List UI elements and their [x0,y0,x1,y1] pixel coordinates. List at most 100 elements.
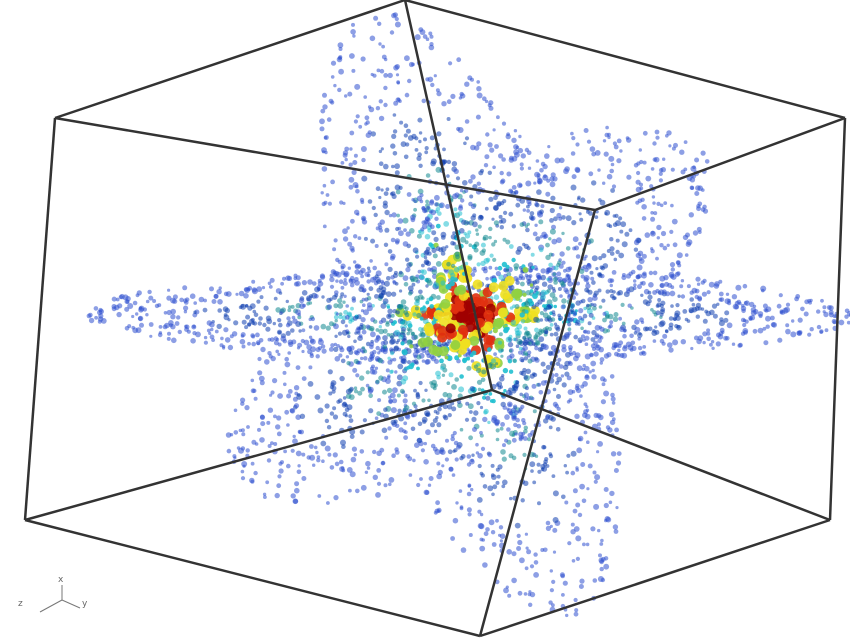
voxel [358,324,364,330]
voxel [498,533,502,537]
voxel [373,15,379,21]
voxel [450,536,455,541]
voxel [295,450,302,457]
voxel [465,401,470,406]
voxel [588,171,594,177]
voxel [517,539,523,546]
voxel [701,188,705,192]
voxel [495,437,500,442]
voxel [612,222,618,227]
voxel [637,345,643,351]
voxel [526,209,530,213]
voxel [566,453,571,458]
voxel [563,464,567,468]
voxel [507,359,513,364]
voxel [641,253,647,259]
voxel [642,271,647,276]
voxel [501,121,507,126]
voxel [301,290,308,296]
voxel [578,308,584,314]
voxel [642,345,647,349]
voxel [460,547,467,553]
voxel [124,306,130,312]
voxel [709,342,713,347]
voxel [416,482,421,488]
voxel [313,325,320,331]
voxel [516,546,522,551]
voxel [422,207,428,214]
voxel [658,168,664,173]
voxel [124,326,130,331]
voxel [476,379,483,385]
voxel [572,488,578,494]
voxel [347,266,351,270]
voxel [333,314,339,320]
voxel [377,398,382,403]
voxel [189,293,196,300]
voxel [440,251,446,256]
voxel [476,141,482,147]
voxel [520,281,525,287]
voxel [459,188,464,193]
voxel [643,326,648,332]
voxel [547,284,553,290]
voxel [539,168,544,173]
voxel [247,305,253,311]
voxel [338,314,343,320]
voxel [488,226,493,232]
voxel [524,532,529,536]
voxel [450,436,456,442]
voxel [433,510,438,515]
voxel [545,364,552,370]
voxel [551,603,555,608]
voxel [364,297,369,302]
voxel [171,337,177,344]
voxel [570,308,575,313]
voxel [403,133,408,138]
voxel [475,306,486,316]
voxel [477,224,482,229]
voxel [785,328,791,335]
voxel [370,276,376,283]
voxel [697,297,702,302]
voxel [723,317,729,323]
voxel [765,315,771,322]
voxel [309,353,314,359]
voxel [578,437,582,442]
voxel [540,204,545,209]
voxel [410,362,415,367]
voxel [741,303,745,308]
voxel [446,381,451,386]
voxel [267,281,272,286]
voxel [301,476,307,481]
voxel [382,335,388,341]
voxel [163,311,168,315]
voxel [528,298,533,303]
voxel [342,152,348,158]
voxel [549,218,554,223]
voxel [353,339,357,344]
voxel [268,354,273,359]
voxel [453,168,459,174]
voxel [749,301,755,308]
voxel [384,435,389,440]
voxel [409,228,415,234]
voxel [500,422,505,427]
voxel [338,353,343,358]
voxel [368,393,374,399]
voxel [435,370,441,377]
voxel [384,57,388,62]
voxel [402,241,409,247]
voxel [592,578,598,583]
voxel [386,387,393,394]
voxel [358,334,363,338]
voxel [613,144,619,150]
volume-render [86,12,850,618]
voxel [533,560,539,565]
voxel [594,150,601,156]
voxel [385,291,392,297]
voxel [360,356,364,361]
voxel [418,380,423,386]
voxel [408,291,413,296]
voxel [279,311,283,316]
